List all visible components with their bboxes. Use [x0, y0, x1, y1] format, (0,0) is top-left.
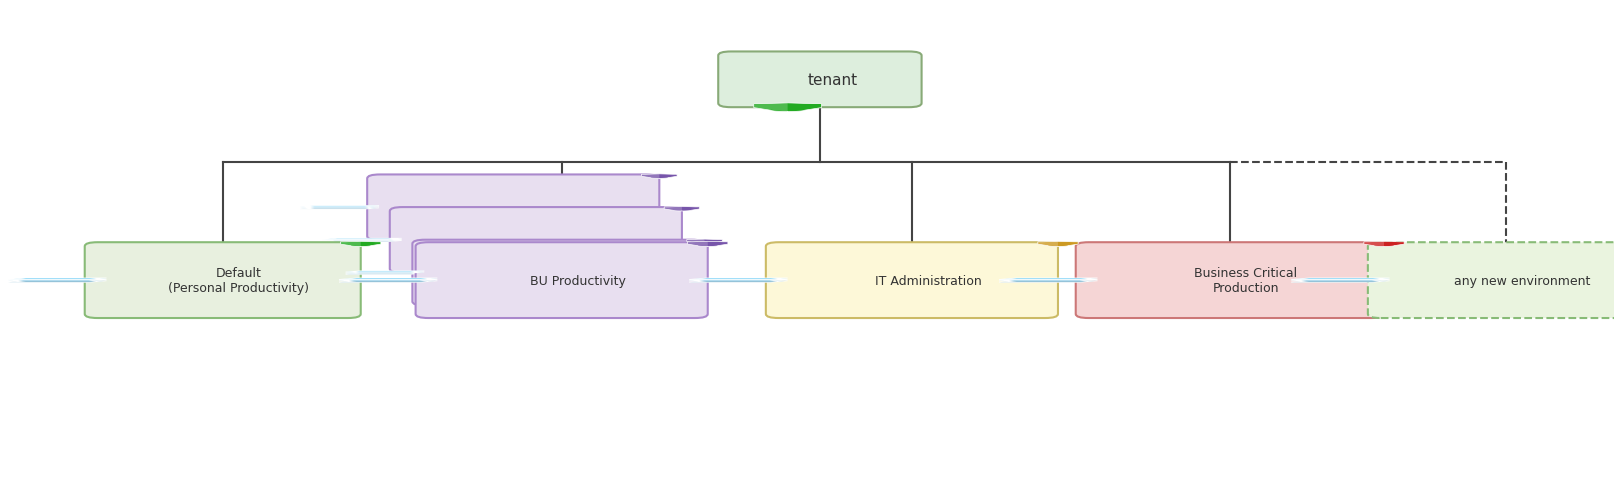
Polygon shape — [641, 174, 659, 179]
Polygon shape — [339, 281, 437, 283]
FancyBboxPatch shape — [389, 207, 681, 273]
FancyBboxPatch shape — [415, 242, 707, 319]
Polygon shape — [689, 279, 788, 280]
Text: BU Productivity: BU Productivity — [529, 274, 626, 287]
Polygon shape — [345, 272, 424, 273]
Polygon shape — [345, 273, 424, 274]
Polygon shape — [300, 206, 379, 207]
Text: Business Critical
Production: Business Critical Production — [1194, 267, 1298, 295]
Polygon shape — [1364, 242, 1404, 247]
Polygon shape — [339, 279, 437, 280]
Polygon shape — [686, 239, 721, 244]
FancyBboxPatch shape — [86, 242, 360, 319]
Polygon shape — [999, 280, 1098, 281]
Polygon shape — [8, 280, 107, 281]
Polygon shape — [300, 208, 379, 209]
Polygon shape — [665, 207, 700, 211]
FancyBboxPatch shape — [765, 242, 1059, 319]
Text: IT Administration: IT Administration — [875, 274, 981, 287]
Polygon shape — [1038, 242, 1078, 247]
Polygon shape — [754, 104, 788, 112]
FancyBboxPatch shape — [1367, 242, 1614, 319]
Polygon shape — [1038, 242, 1059, 247]
Text: Default
(Personal Productivity): Default (Personal Productivity) — [168, 267, 310, 295]
FancyBboxPatch shape — [718, 52, 922, 108]
FancyBboxPatch shape — [1075, 242, 1383, 319]
Polygon shape — [1291, 279, 1390, 280]
Polygon shape — [300, 207, 379, 208]
Polygon shape — [689, 280, 788, 281]
Polygon shape — [1364, 242, 1383, 247]
FancyBboxPatch shape — [412, 240, 704, 306]
Polygon shape — [8, 281, 107, 283]
Polygon shape — [323, 239, 402, 240]
Polygon shape — [1291, 280, 1390, 281]
Polygon shape — [999, 281, 1098, 283]
Polygon shape — [686, 239, 704, 244]
Polygon shape — [341, 242, 362, 247]
Polygon shape — [688, 242, 728, 247]
Polygon shape — [345, 274, 424, 275]
Polygon shape — [8, 279, 107, 280]
Polygon shape — [665, 207, 681, 211]
Polygon shape — [341, 242, 381, 247]
FancyBboxPatch shape — [366, 175, 659, 241]
Polygon shape — [1291, 281, 1390, 283]
Polygon shape — [999, 279, 1098, 280]
Polygon shape — [323, 241, 402, 242]
Text: tenant: tenant — [807, 73, 859, 88]
Polygon shape — [754, 104, 822, 112]
Polygon shape — [689, 281, 788, 283]
Polygon shape — [641, 174, 678, 179]
Polygon shape — [323, 240, 402, 241]
Polygon shape — [339, 280, 437, 281]
Text: any new environment: any new environment — [1454, 274, 1590, 287]
Polygon shape — [688, 242, 707, 247]
